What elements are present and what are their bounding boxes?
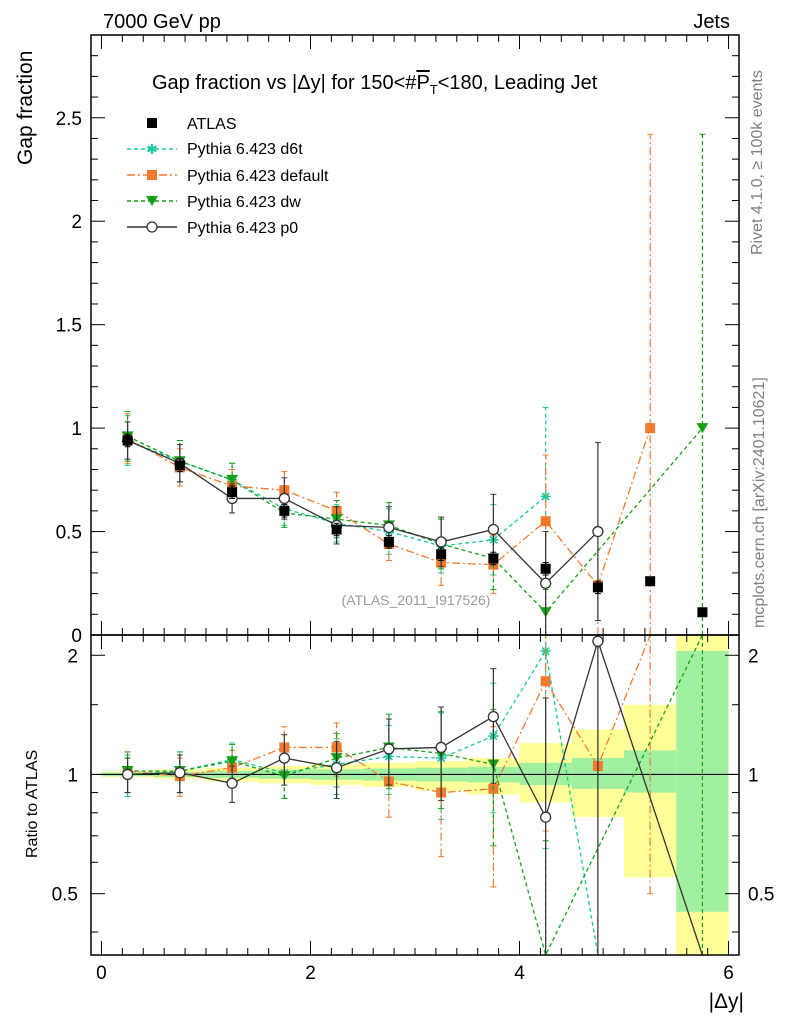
analysis-id-annotation: (ATLAS_2011_I917526) <box>342 592 491 608</box>
y-tick-label: 0.5 <box>56 523 82 544</box>
data-point-pythia-6-423-p0 <box>539 811 552 823</box>
chart-title-sub: T <box>430 82 438 97</box>
ratio-y-tick-label: 2 <box>67 646 78 667</box>
x-tick-label: 0 <box>96 963 107 984</box>
data-point-atlas <box>592 582 603 593</box>
series-line-pythia-6-423-dw <box>127 427 703 614</box>
data-point-pythia-6-423-p0 <box>121 768 134 781</box>
stat-uncertainty-band <box>676 651 729 912</box>
ratio-axis-ticks: 0 2 4 6 0.5 0.5 1 1 2 2 <box>52 635 774 984</box>
ratio-panel-frame <box>90 634 740 956</box>
legend-label-p0: Pythia 6.423 p0 <box>187 220 298 237</box>
data-point-pythia-6-423-p0 <box>592 635 604 647</box>
chart-title-prefix: Gap fraction vs |Δy| for 150<# <box>152 72 417 94</box>
y-tick-label-zero: 0 <box>71 626 82 647</box>
ratio-y-tick-label: 1 <box>67 765 78 786</box>
legend-entry-default: Pythia 6.423 default <box>127 168 329 185</box>
y-tick-label: 2.5 <box>56 109 82 130</box>
data-point-pythia-6-423-dw <box>226 756 239 767</box>
data-point-atlas <box>331 524 342 535</box>
header-right-label: Jets <box>693 11 730 33</box>
ratio-panel-series <box>121 634 704 957</box>
ratio-y-tick-label-right: 1 <box>748 765 759 786</box>
data-point-pythia-6-423-p0 <box>487 523 500 536</box>
chart-title-suffix: <180, Leading Jet <box>438 72 598 94</box>
rivet-version-label: Rivet 4.1.0, ≥ 100k events <box>749 70 766 255</box>
legend-entry-p0: Pythia 6.423 p0 <box>127 220 298 237</box>
main-axis-ticks: 0.5 1 1.5 2 2.5 0 <box>56 34 739 647</box>
series-pythia-6-423-p0 <box>121 635 704 956</box>
data-point-atlas <box>174 460 185 471</box>
data-point-atlas <box>436 549 447 560</box>
series-line-pythia-6-423-d6t <box>127 649 599 956</box>
chart-title-p: P <box>416 72 429 94</box>
legend-marker-atlas <box>147 118 157 128</box>
data-point-pythia-6-423-dw <box>696 423 709 434</box>
y-tick-label: 1.5 <box>56 316 82 337</box>
legend-entry-atlas: ATLAS <box>147 116 237 133</box>
data-point-pythia-6-423-p0 <box>174 767 186 779</box>
data-point-pythia-6-423-p0 <box>330 762 343 774</box>
x-tick-label: 6 <box>723 963 734 984</box>
data-point-atlas <box>697 607 708 618</box>
x-axis-label: |Δy| <box>709 990 744 1013</box>
data-point-atlas <box>383 536 394 547</box>
x-tick-label: 2 <box>305 963 316 984</box>
data-point-atlas <box>488 553 499 564</box>
data-point-atlas <box>227 487 238 498</box>
data-point-pythia-6-423-p0 <box>278 492 291 505</box>
ratio-y-axis-label: Ratio to ATLAS <box>24 750 41 858</box>
data-point-atlas <box>122 435 133 446</box>
legend-entry-d6t: ✱ Pythia 6.423 d6t <box>127 141 303 158</box>
legend: ATLAS ✱ Pythia 6.423 d6t Pythia 6.423 de… <box>127 116 329 237</box>
x-tick-label: 4 <box>514 963 525 984</box>
legend-marker-default <box>147 170 157 180</box>
chart-title: Gap fraction vs |Δy| for 150<#PT<180, Le… <box>152 72 598 97</box>
series-atlas <box>122 433 708 618</box>
data-point-pythia-6-423-p0 <box>487 710 500 723</box>
legend-label-default: Pythia 6.423 default <box>187 168 329 185</box>
legend-marker-p0 <box>146 221 158 233</box>
y-tick-label: 1 <box>71 419 82 440</box>
mcplots-label: mcplots.cern.ch [arXiv:2401.10621] <box>751 377 768 628</box>
legend-marker-d6t: ✱ <box>146 142 158 158</box>
data-point-pythia-6-423-p0 <box>278 752 291 764</box>
data-point-pythia-6-423-default <box>645 423 656 434</box>
series-line-pythia-6-423-default <box>127 427 651 587</box>
series-line-pythia-6-423-dw <box>127 634 704 957</box>
data-point-pythia-6-423-p0 <box>592 525 604 538</box>
data-point-atlas <box>645 576 656 587</box>
data-point-atlas <box>540 563 551 574</box>
data-point-pythia-6-423-p0 <box>435 741 447 754</box>
legend-label-dw: Pythia 6.423 dw <box>187 194 301 211</box>
legend-entry-dw: Pythia 6.423 dw <box>127 194 301 211</box>
data-point-atlas <box>279 505 290 516</box>
main-y-axis-label: Gap fraction <box>14 51 37 165</box>
legend-label-atlas: ATLAS <box>187 116 237 133</box>
data-point-pythia-6-423-default <box>540 676 551 687</box>
y-tick-label: 2 <box>71 212 82 233</box>
legend-label-d6t: Pythia 6.423 d6t <box>187 141 303 158</box>
header-left-label: 7000 GeV pp <box>103 11 221 33</box>
data-point-pythia-6-423-dw <box>226 474 239 485</box>
legend-marker-dw <box>146 196 158 206</box>
data-point-pythia-6-423-p0 <box>383 521 395 534</box>
ratio-y-tick-label-right: 2 <box>748 646 759 667</box>
ratio-y-tick-label: 0.5 <box>52 885 78 906</box>
data-point-pythia-6-423-default <box>540 516 551 527</box>
ratio-y-tick-label-right: 0.5 <box>748 885 774 906</box>
series-line-pythia-6-423-p0 <box>127 439 599 585</box>
data-point-pythia-6-423-p0 <box>383 743 395 755</box>
data-point-pythia-6-423-p0 <box>539 577 552 589</box>
data-point-pythia-6-423-p0 <box>226 777 238 789</box>
ratio-uncertainty-bands <box>91 635 739 955</box>
main-panel-series <box>121 133 709 636</box>
data-point-pythia-6-423-p0 <box>435 536 447 548</box>
